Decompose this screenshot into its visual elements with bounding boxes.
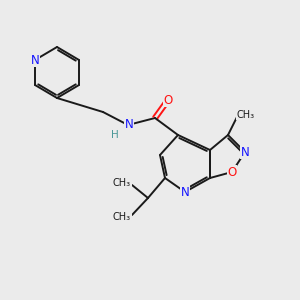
Text: CH₃: CH₃ xyxy=(113,212,131,222)
Text: N: N xyxy=(31,53,39,67)
Text: N: N xyxy=(181,185,189,199)
Text: N: N xyxy=(124,118,134,130)
Text: N: N xyxy=(241,146,249,158)
Text: O: O xyxy=(164,94,172,106)
Text: O: O xyxy=(227,166,237,178)
Text: CH₃: CH₃ xyxy=(237,110,255,120)
Text: H: H xyxy=(111,130,119,140)
Text: CH₃: CH₃ xyxy=(113,178,131,188)
